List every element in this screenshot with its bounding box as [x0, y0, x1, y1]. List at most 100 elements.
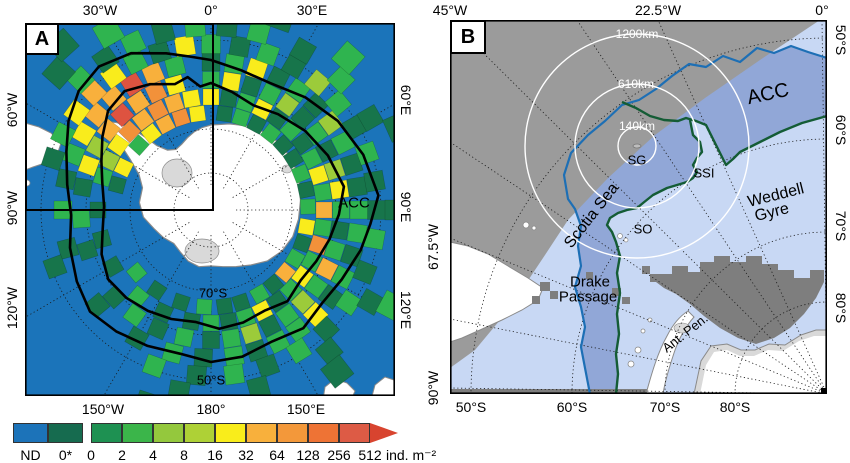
density-cell [308, 164, 329, 186]
panel-a-map: A 70°S 50°S ACC [25, 23, 395, 396]
density-cell [265, 23, 297, 34]
density-cell [71, 209, 91, 229]
shelf-block [550, 291, 558, 299]
density-cell [363, 169, 386, 193]
panel-b-badge: B [450, 20, 486, 54]
density-cell [173, 326, 195, 348]
panelB-axis-left-label: 67.5°W [425, 223, 441, 271]
density-cell [285, 337, 313, 365]
colorbar-cell-0* [48, 423, 83, 443]
density-cell [42, 254, 68, 280]
density-cell [290, 132, 314, 156]
density-cell [299, 198, 316, 215]
colorbar-boundary-64: 64 [269, 447, 285, 463]
density-cell [352, 259, 378, 285]
colorbar-boundary-0: 0 [87, 447, 95, 463]
density-cell [258, 82, 282, 106]
density-cell [113, 157, 135, 178]
density-cell [202, 331, 220, 349]
colorbar-band-128 [308, 423, 339, 443]
density-cell [275, 302, 300, 328]
density-cell [181, 89, 201, 109]
panelA-axis-right-label: 60°E [398, 84, 414, 116]
new-zealand-land-2 [371, 376, 395, 396]
map-label-ssi: SSI [693, 165, 715, 181]
density-cell [340, 244, 364, 268]
density-cell [272, 134, 295, 157]
density-cell [132, 389, 164, 396]
colorbar-boundary-16: 16 [207, 447, 223, 463]
panelB-axis-bottom-label: 50°S [455, 399, 487, 415]
shelf-block [532, 296, 540, 304]
colorbar-band-32 [246, 423, 277, 443]
density-cell [140, 122, 163, 145]
colorbar-unit: ind. m⁻² [386, 447, 437, 463]
panelB-axis-top-label: 0° [815, 2, 829, 18]
colorbar-boundary-256: 256 [327, 447, 351, 463]
colorbar-boundary-4: 4 [149, 447, 157, 463]
density-cell [231, 107, 251, 128]
panelB-axis-right-label: 80°S [833, 292, 849, 324]
density-cell [296, 180, 316, 199]
meridian-line [25, 102, 190, 198]
density-cell [77, 154, 101, 177]
density-cell [240, 322, 263, 345]
panel-a-content [25, 23, 395, 396]
density-cell [240, 75, 263, 98]
distance-ring-1200km [524, 33, 750, 259]
density-cell [303, 274, 329, 299]
density-cell [290, 105, 316, 131]
panelA-axis-left-label: 90°W [4, 190, 20, 226]
panel-b-content [450, 20, 827, 394]
acc-south-front-line [621, 100, 827, 167]
density-cell [300, 147, 323, 170]
map-label-1200km: 1200km [615, 27, 659, 41]
density-cell [215, 105, 234, 123]
map-label-50-s: 50°S [196, 372, 226, 388]
colorbar-label-0*: 0* [58, 447, 73, 463]
density-cell [167, 379, 191, 396]
density-cell [255, 353, 281, 379]
density-cell [279, 278, 303, 302]
panelB-axis-bottom-label: 60°S [556, 399, 588, 415]
frame-b [450, 20, 827, 394]
peninsula-island [634, 346, 642, 354]
meridian-line [821, 20, 827, 394]
density-cell [146, 279, 168, 302]
density-cell [171, 292, 191, 313]
density-cell [300, 250, 323, 273]
density-cell [141, 61, 166, 86]
map-label-acc: ACC [338, 194, 370, 212]
density-cell [228, 35, 252, 58]
density-cell [118, 119, 142, 144]
south-orkney-island [617, 233, 623, 239]
colorbar-boundary-32: 32 [238, 447, 254, 463]
density-cell [313, 182, 333, 202]
meridian-line [25, 222, 190, 318]
panelB-axis-left-label: 90°W [425, 370, 441, 406]
panelA-axis-top-label: 30°W [82, 2, 118, 18]
colorbar-cell-ND [13, 423, 48, 443]
density-cell [219, 88, 239, 108]
meridian-line [102, 23, 199, 189]
south-orkney-island-2 [623, 237, 629, 243]
density-cell [171, 107, 191, 128]
density-cell [141, 353, 167, 379]
density-cell [126, 90, 151, 115]
graticule-b [450, 20, 827, 394]
map-label-drake: Drake [569, 273, 611, 291]
panelA-axis-right-label: 90°E [398, 191, 414, 223]
ice-mask-block [650, 274, 658, 282]
falkland-island [522, 221, 530, 229]
panelB-axis-top-label: 45°W [432, 2, 468, 18]
ice-mask-block [622, 297, 630, 304]
density-cell [248, 283, 271, 305]
density-cell [201, 34, 221, 54]
acc-south-front-hook [605, 119, 704, 394]
density-cell [146, 317, 170, 341]
density-cell [195, 298, 213, 316]
meridian-line [223, 23, 320, 189]
density-cell [246, 375, 272, 396]
out-of-region-mask [450, 20, 820, 368]
ross-ice-shelf [184, 238, 220, 264]
